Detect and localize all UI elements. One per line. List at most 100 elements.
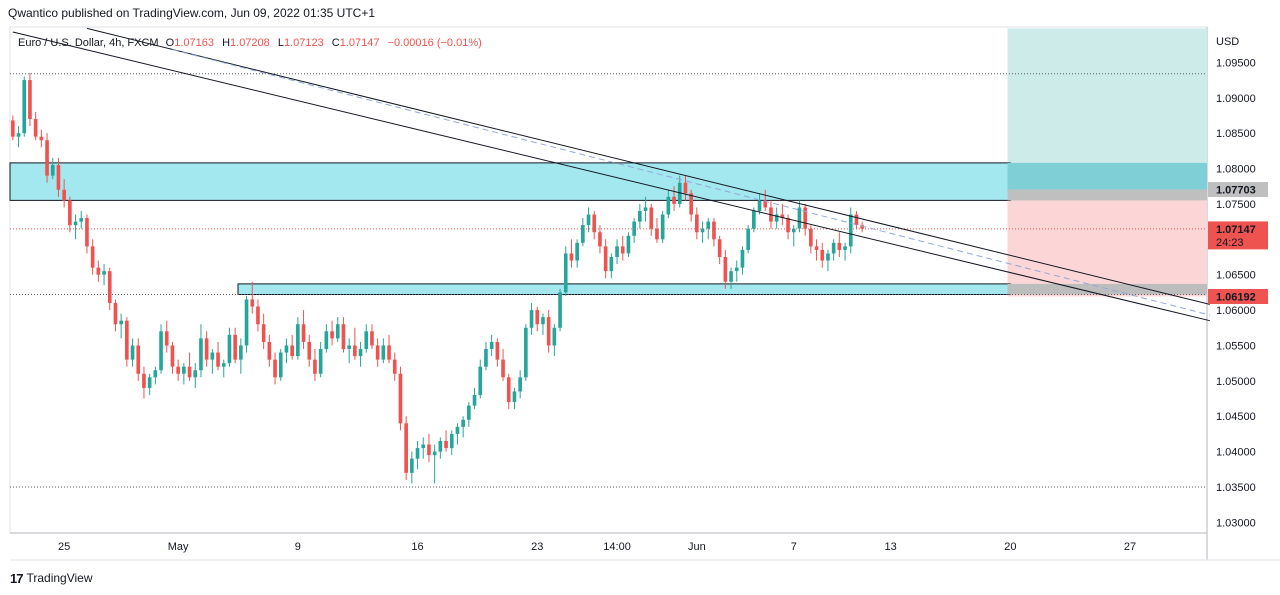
candle-body — [79, 218, 84, 222]
candle-body — [723, 257, 728, 282]
target-zone-overlap — [1007, 162, 1207, 190]
candle-body — [734, 267, 739, 272]
candle — [695, 207, 699, 240]
candle-body — [68, 200, 72, 226]
candle-body — [176, 366, 180, 374]
candle — [193, 363, 198, 388]
time-axis[interactable]: 25 May 9 16 23 14:00 Jun 7 13 20 27 — [58, 541, 1136, 553]
symbol-label: Euro / U.S. Dollar, 4h, FXCM — [18, 37, 159, 49]
candle — [267, 334, 272, 367]
candle — [444, 430, 448, 452]
candle-body — [216, 352, 220, 367]
high-value: 1.07208 — [230, 37, 270, 49]
y-tick-label: 1.04000 — [1216, 447, 1256, 459]
candle-body — [96, 267, 101, 275]
candle — [729, 267, 733, 289]
publisher-header: Qwantico published on TradingView.com, J… — [8, 6, 376, 20]
candle — [626, 232, 631, 257]
candle — [814, 239, 819, 261]
candle — [85, 214, 89, 254]
candle-body — [809, 228, 813, 247]
candle-body — [752, 211, 756, 229]
candle — [632, 218, 636, 243]
candle — [358, 341, 363, 367]
candle — [404, 416, 408, 480]
candle-body — [826, 253, 830, 261]
candle-body — [233, 334, 237, 360]
candle — [455, 423, 460, 445]
candle — [227, 327, 232, 367]
candle-body — [763, 200, 768, 208]
trendlines-layer[interactable] — [12, 27, 1210, 322]
candle-body — [256, 306, 260, 325]
candle-body — [296, 324, 300, 357]
candle-body — [592, 214, 597, 233]
candle-body — [609, 257, 614, 272]
y-tick-label: 1.08000 — [1216, 164, 1256, 176]
candle — [387, 334, 391, 364]
candle-body — [56, 165, 61, 190]
candle-body — [632, 221, 636, 236]
price-label-bg — [1208, 288, 1268, 304]
low-label: L — [278, 37, 284, 49]
candle-body — [358, 349, 363, 357]
candle — [803, 203, 807, 236]
candle — [147, 373, 152, 395]
candle — [826, 249, 830, 272]
candle-body — [11, 120, 15, 137]
candle — [353, 327, 357, 360]
candle — [102, 264, 106, 286]
candle-body — [113, 303, 118, 325]
y-tick-label: 1.06000 — [1216, 305, 1256, 317]
candle-body — [706, 221, 711, 229]
candle — [278, 349, 283, 381]
candle-body — [392, 359, 397, 374]
long-position-tool[interactable] — [1007, 28, 1208, 297]
candle-body — [524, 327, 528, 378]
candle — [11, 115, 15, 141]
candle-body — [153, 370, 158, 378]
candle-body — [695, 214, 699, 233]
y-tick-label: 1.09000 — [1216, 93, 1256, 105]
candle-body — [284, 345, 289, 353]
candle — [301, 310, 306, 349]
candle — [535, 306, 540, 332]
candle-body — [102, 271, 106, 275]
candle — [56, 157, 61, 197]
candle-body — [199, 338, 203, 371]
candle — [666, 189, 671, 219]
support-zone — [237, 283, 1011, 296]
candle — [330, 320, 334, 346]
candle — [290, 334, 294, 360]
candle — [415, 441, 420, 470]
candle-body — [803, 207, 807, 229]
candle-body — [387, 345, 391, 360]
candle — [22, 76, 27, 137]
price-label-text: 1.07703 — [1216, 185, 1256, 197]
candle — [28, 73, 32, 127]
candle-body — [267, 341, 272, 360]
candle-body — [432, 451, 437, 456]
candle-body — [398, 373, 403, 424]
candle-body — [717, 239, 722, 257]
candle-body — [90, 246, 95, 268]
candle-body — [347, 345, 351, 349]
x-tick-label: 7 — [791, 541, 797, 553]
candle — [797, 200, 802, 233]
candle-body — [786, 218, 790, 233]
footer-brand[interactable]: 17 TradingView — [10, 569, 93, 587]
candle-body — [712, 221, 716, 240]
candle — [364, 324, 369, 353]
candle — [221, 359, 226, 378]
candle — [347, 338, 351, 364]
entry-band — [1007, 189, 1207, 201]
candle-body — [50, 165, 55, 176]
candle — [552, 324, 557, 357]
candle — [410, 451, 414, 484]
candle — [752, 207, 756, 233]
candle — [62, 179, 66, 208]
candle-body — [603, 246, 608, 272]
candle — [216, 341, 220, 371]
price-axis[interactable]: 1.09500 1.09000 1.08500 1.08000 1.07500 1.065… — [1216, 57, 1256, 529]
